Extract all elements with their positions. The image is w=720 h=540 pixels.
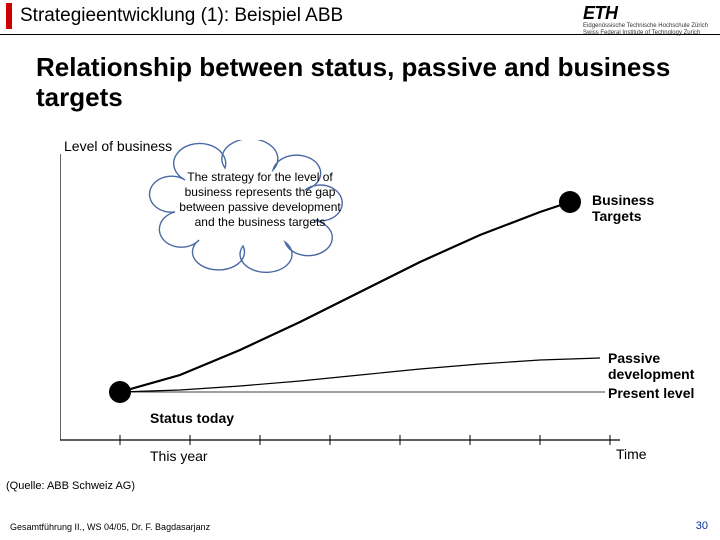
logo-sub2: Swiss Federal Institute of Technology Zu… [583,30,708,36]
present-level-label: Present level [608,385,718,401]
y-axis-label: Level of business [64,138,172,154]
this-year-label: This year [150,448,270,464]
slide-title: Relationship between status, passive and… [0,35,720,113]
logo-text: ETH [583,4,708,22]
footer-course: Gesamtführung II., WS 04/05, Dr. F. Bagd… [10,522,210,532]
status-today-label: Status today [150,410,290,426]
time-axis-label: Time [616,446,676,462]
logo-sub1: Eidgenössische Technische Hochschule Zür… [583,23,708,29]
chart: Level of business The strategy for the l… [60,140,660,470]
business-targets-label: Business Targets [592,192,682,224]
passive-development-label: Passive development [608,350,718,382]
page-number: 30 [696,520,708,532]
source-citation: (Quelle: ABB Schweiz AG) [6,480,135,492]
eth-logo: ETH Eidgenössische Technische Hochschule… [583,4,708,36]
accent-bar [6,3,12,29]
strategy-cloud-text: The strategy for the level of business r… [168,170,352,230]
header-title: Strategieentwicklung (1): Beispiel ABB [20,5,343,27]
